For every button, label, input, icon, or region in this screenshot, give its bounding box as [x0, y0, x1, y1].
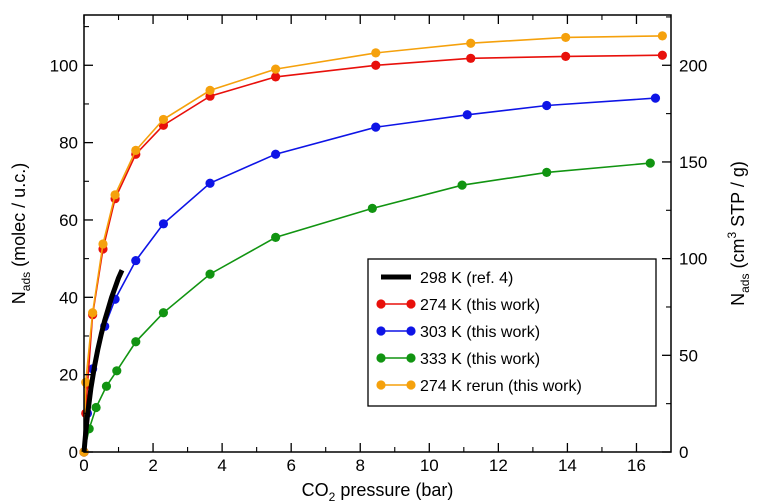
- x-tick-label: 4: [217, 456, 226, 475]
- series-0: [81, 269, 125, 453]
- data-point: [158, 308, 169, 318]
- data-point: [367, 203, 377, 213]
- plot-frame: [83, 14, 672, 453]
- data-point: [110, 190, 120, 200]
- legend-entry: 333 K (this work): [420, 351, 540, 368]
- y2-tick-label: 200: [679, 56, 707, 75]
- legend-entry: 274 K rerun (this work): [420, 378, 582, 395]
- y-tick-label: 0: [69, 443, 78, 462]
- y2-tick-label: 100: [679, 250, 707, 269]
- ticks-layer: 0 2 4 6 8 10 12 14 16 0 20 40 60 80 100 0 50 100 150 200: [50, 15, 707, 475]
- legend-entry: 303 K (this work): [420, 324, 540, 341]
- data-point: [205, 85, 215, 96]
- data-point: [561, 51, 571, 61]
- data-point: [466, 38, 476, 48]
- data-point: [98, 239, 108, 249]
- y2-tick-label: 0: [679, 443, 688, 462]
- series-line: [83, 54, 663, 453]
- y-axis-label-sub: ads: [19, 272, 33, 291]
- data-point: [205, 269, 215, 279]
- series-line-298k: [81, 269, 125, 453]
- y2-axis-label-pre: (cm: [728, 239, 748, 274]
- y-tick-label: 60: [59, 211, 78, 230]
- x-tick-label: 16: [627, 456, 646, 475]
- y-axis-label-rest: (molec / u.c.): [9, 163, 29, 272]
- data-point: [462, 110, 472, 120]
- y2-tick-label: 150: [679, 153, 707, 172]
- y2-axis-label-rest: STP / g): [728, 161, 748, 232]
- y-tick-label: 80: [59, 134, 78, 153]
- y2-axis-label: Nads (cm3 STP / g): [725, 161, 752, 306]
- x-axis-label-main: CO: [302, 480, 329, 500]
- legend-entry: 274 K (this work): [420, 297, 540, 314]
- data-point: [271, 149, 281, 159]
- data-point: [371, 48, 381, 58]
- y-axis-label-main: N: [9, 291, 29, 304]
- series-4: [79, 31, 667, 457]
- data-point: [131, 255, 141, 266]
- legend: 298 K (ref. 4) 274 K (this work) 303 K (th…: [367, 258, 657, 407]
- x-tick-label: 2: [148, 456, 157, 475]
- data-point: [271, 72, 281, 82]
- data-point: [542, 100, 552, 111]
- series-layer: [79, 31, 667, 457]
- y2-tick-label: 50: [679, 346, 698, 365]
- data-point: [91, 402, 101, 413]
- data-point: [131, 145, 141, 155]
- legend-swatch-marker: [406, 380, 416, 390]
- x-axis-label-rest: pressure (bar): [335, 480, 453, 500]
- data-point: [657, 31, 667, 41]
- x-tick-label: 12: [489, 456, 508, 475]
- x-tick-label: 8: [356, 456, 365, 475]
- legend-swatch-marker: [376, 380, 386, 390]
- data-point: [645, 158, 655, 168]
- legend-swatch-marker: [376, 299, 386, 309]
- data-point: [112, 366, 122, 376]
- data-point: [101, 381, 112, 391]
- legend-box: [367, 258, 657, 407]
- data-point: [271, 64, 281, 74]
- data-point: [542, 167, 552, 177]
- legend-swatch-marker: [376, 326, 386, 336]
- data-point: [371, 122, 381, 132]
- y-axis-label: Nads (molec / u.c.): [9, 163, 33, 304]
- data-point: [650, 93, 661, 103]
- data-point: [371, 60, 381, 70]
- data-point: [457, 180, 467, 190]
- data-point: [205, 178, 215, 188]
- x-tick-label: 6: [286, 456, 295, 475]
- legend-swatch-marker: [406, 326, 416, 336]
- legend-swatch-marker: [406, 353, 416, 363]
- y2-axis-label-main: N: [728, 293, 748, 306]
- data-point: [158, 114, 169, 125]
- legend-entry: 298 K (ref. 4): [420, 270, 513, 287]
- y2-axis-label-sub: ads: [738, 274, 752, 293]
- data-point: [131, 337, 141, 347]
- series-3: [79, 158, 655, 457]
- y-tick-label: 20: [59, 366, 78, 385]
- x-tick-label: 14: [558, 456, 577, 475]
- data-point: [158, 219, 169, 229]
- data-point: [271, 232, 281, 242]
- x-axis-label-sub: 2: [329, 490, 336, 504]
- y-tick-label: 40: [59, 288, 78, 307]
- data-point: [657, 50, 667, 60]
- y2-axis-label-sup: 3: [725, 232, 739, 239]
- x-tick-label: 10: [420, 456, 439, 475]
- y-tick-label: 100: [50, 56, 78, 75]
- x-axis-label: CO2 pressure (bar): [302, 480, 454, 504]
- data-point: [88, 308, 98, 318]
- legend-swatch-marker: [376, 353, 386, 363]
- data-point: [466, 53, 476, 63]
- data-point: [561, 32, 571, 43]
- legend-swatch-marker: [406, 299, 416, 309]
- x-tick-label: 0: [79, 456, 88, 475]
